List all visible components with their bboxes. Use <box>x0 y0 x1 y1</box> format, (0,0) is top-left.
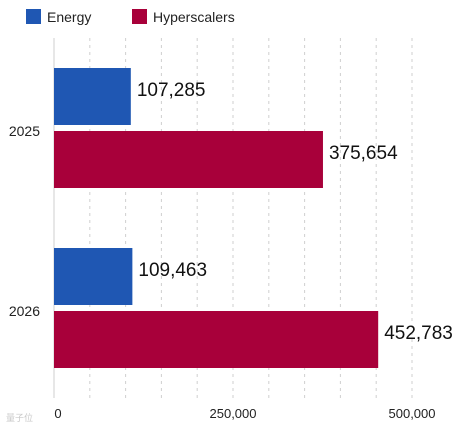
bar-hyperscalers-2025 <box>54 131 323 188</box>
bars <box>54 68 379 368</box>
x-tick-label: 0 <box>54 406 61 421</box>
x-tick-label: 500,000 <box>389 406 436 421</box>
legend-label-energy: Energy <box>47 9 91 25</box>
data-label-hyperscalers-2025: 375,654 <box>329 143 398 164</box>
watermark: 量子位 <box>6 414 34 424</box>
data-label-energy-2026: 109,463 <box>138 260 207 281</box>
bar-hyperscalers-2026 <box>54 311 379 368</box>
data-label-hyperscalers-2026: 452,783 <box>384 323 453 344</box>
legend-swatch-hyperscalers <box>132 9 147 24</box>
category-label-2025: 2025 <box>9 123 40 139</box>
bar-energy-2026 <box>54 248 133 305</box>
category-label-2026: 2026 <box>9 303 40 319</box>
bar-energy-2025 <box>54 68 131 125</box>
data-labels: 107,285 375,654 109,463 452,783 <box>137 80 453 344</box>
x-tick-labels: 0 250,000 500,000 <box>54 406 435 421</box>
category-labels: 2025 2026 <box>9 123 40 319</box>
legend-swatch-energy <box>26 9 41 24</box>
legend-label-hyperscalers: Hyperscalers <box>153 9 235 25</box>
x-tick-label: 250,000 <box>210 406 257 421</box>
data-label-energy-2025: 107,285 <box>137 80 206 101</box>
legend: Energy Hyperscalers <box>26 9 235 25</box>
